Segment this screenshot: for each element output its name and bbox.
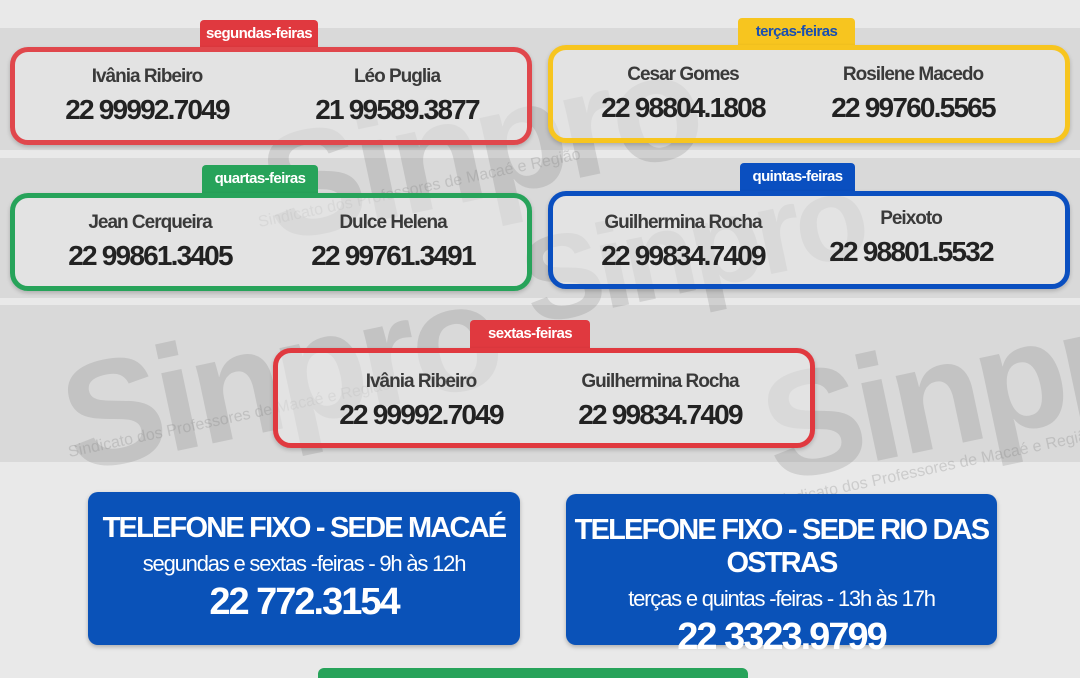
contact-name: Guilhermina Rocha [581,371,739,392]
day-tag-quartas: quartas-feiras [202,165,318,193]
contact-name: Ivânia Ribeiro [91,66,204,87]
contact-name: Guilhermina Rocha [604,212,762,233]
day-tag-quintas: quintas-feiras [740,163,855,191]
contact-phone: 22 99992.7049 [65,94,230,125]
day-card-sextas: Ivânia Ribeiro 22 99992.7049 Guilhermina … [273,348,815,448]
contact: Guilhermina Rocha 22 99834.7409 [540,371,780,431]
contact: Léo Puglia 21 99589.3877 [277,66,517,126]
contact-name: Jean Cerqueira [88,212,212,233]
contact-name: Ivânia Ribeiro [365,371,478,392]
contact-phone: 22 99760.5565 [831,92,996,123]
contact: Dulce Helena 22 99761.3491 [273,212,513,272]
contact: Peixoto 22 98801.5532 [791,208,1031,268]
contact-phone: 22 99834.7409 [578,399,743,430]
contact: Jean Cerqueira 22 99861.3405 [30,212,270,272]
day-card-quintas: Guilhermina Rocha 22 99834.7409 Peixoto 22… [548,191,1070,289]
landline-title: TELEFONE FIXO - SEDE RIO DAS OSTRAS [574,514,990,579]
landline-macae: TELEFONE FIXO - SEDE MACAÉ segundas e se… [88,492,520,645]
contact-name: Peixoto [880,208,943,229]
day-tag-tercas: terças-feiras [738,18,855,46]
landline-title: TELEFONE FIXO - SEDE MACAÉ [102,512,508,544]
contact: Ivânia Ribeiro 22 99992.7049 [301,371,541,431]
contact: Cesar Gomes 22 98804.1808 [563,64,803,124]
day-tag-segundas: segundas-feiras [200,20,318,48]
day-card-tercas: Cesar Gomes 22 98804.1808 Rosilene Macedo… [548,45,1070,143]
contact-name: Léo Puglia [353,66,441,87]
contact-phone: 22 99834.7409 [601,240,766,271]
contact: Ivânia Ribeiro 22 99992.7049 [27,66,267,126]
bottom-green-bar [318,668,748,678]
landline-hours: terças e quintas -feiras - 13h às 17h [628,586,936,611]
landline-phone: 22 772.3154 [209,581,400,623]
contact-name: Rosilene Macedo [842,64,984,85]
contact-name: Cesar Gomes [627,64,740,85]
day-tag-sextas: sextas-feiras [470,320,590,348]
day-card-quartas: Jean Cerqueira 22 99861.3405 Dulce Helena… [10,193,532,291]
contact: Rosilene Macedo 22 99760.5565 [793,64,1033,124]
contact: Guilhermina Rocha 22 99834.7409 [563,212,803,272]
contact-phone: 22 99861.3405 [68,240,233,271]
contact-phone: 22 98801.5532 [829,236,994,267]
contact-phone: 22 99992.7049 [339,399,504,430]
contact-phone: 22 98804.1808 [601,92,766,123]
day-card-segundas: Ivânia Ribeiro 22 99992.7049 Léo Puglia 21… [10,47,532,145]
contact-name: Dulce Helena [339,212,447,233]
contact-phone: 22 99761.3491 [311,240,476,271]
landline-phone: 22 3323.9799 [677,616,887,658]
landline-hours: segundas e sextas -feiras - 9h às 12h [142,551,467,576]
landline-rio-das-ostras: TELEFONE FIXO - SEDE RIO DAS OSTRAS terç… [566,494,997,658]
contact-phone: 21 99589.3877 [315,94,480,125]
